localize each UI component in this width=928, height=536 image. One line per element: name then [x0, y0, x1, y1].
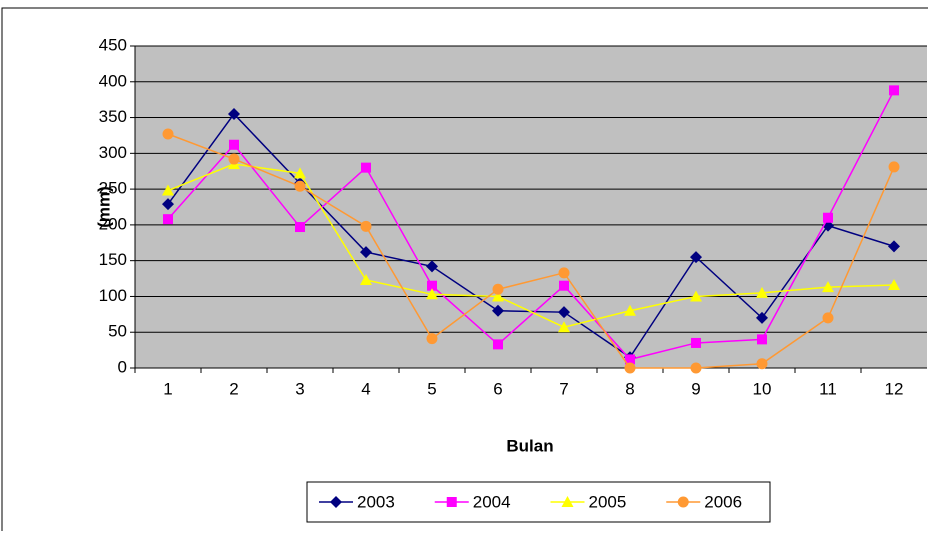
marker: [823, 212, 833, 223]
plot-area: [135, 46, 927, 368]
x-tick-label: 5: [427, 379, 436, 398]
y-tick-label: 450: [99, 35, 127, 54]
marker: [625, 354, 635, 365]
marker: [360, 246, 372, 259]
y-tick-label: 150: [99, 250, 127, 269]
marker: [330, 496, 342, 508]
marker: [426, 333, 438, 345]
marker: [427, 280, 437, 291]
marker: [163, 214, 173, 225]
marker: [691, 337, 701, 348]
x-tick-label: 10: [753, 379, 772, 398]
series-line: [167, 163, 895, 329]
marker: [426, 260, 438, 273]
marker: [558, 267, 570, 279]
marker: [690, 251, 702, 264]
marker: [558, 306, 570, 319]
x-tick-label: 4: [361, 379, 370, 398]
x-axis-label: Bulan: [506, 436, 553, 455]
marker: [888, 278, 900, 290]
legend-label: 2005: [589, 492, 627, 511]
x-tick-label: 9: [691, 379, 700, 398]
marker: [756, 311, 768, 324]
x-tick-label: 2: [229, 379, 238, 398]
series-line: [167, 90, 895, 361]
marker: [228, 107, 240, 120]
marker: [360, 220, 372, 232]
marker: [757, 334, 767, 345]
legend-label: 2006: [704, 492, 742, 511]
marker: [294, 180, 306, 192]
marker: [690, 290, 702, 302]
y-tick-label: 300: [99, 143, 127, 162]
marker: [360, 273, 372, 285]
y-tick-label: 50: [108, 322, 127, 341]
series-line: [167, 133, 895, 369]
marker: [492, 290, 504, 302]
marker: [294, 167, 306, 179]
marker: [228, 153, 240, 165]
marker: [756, 286, 768, 298]
marker: [492, 304, 504, 317]
marker: [822, 312, 834, 324]
y-tick-label: 250: [99, 179, 127, 198]
marker: [162, 198, 174, 211]
y-tick-label: 0: [118, 357, 127, 376]
marker: [492, 283, 504, 295]
x-tick-label: 1: [163, 379, 172, 398]
marker: [677, 496, 689, 508]
marker: [889, 85, 899, 96]
y-tick-label: 400: [99, 71, 127, 90]
marker: [426, 288, 438, 300]
marker: [229, 139, 239, 150]
x-tick-label: 8: [625, 379, 634, 398]
y-axis-label: (mm): [94, 186, 113, 228]
marker: [361, 162, 371, 173]
y-tick-label: 100: [99, 286, 127, 305]
marker: [493, 339, 503, 350]
legend-label: 2004: [473, 492, 511, 511]
marker: [756, 358, 768, 370]
marker: [558, 321, 570, 333]
marker: [559, 280, 569, 291]
marker: [624, 304, 636, 316]
marker: [690, 362, 702, 374]
x-tick-label: 12: [885, 379, 904, 398]
marker: [162, 184, 174, 196]
marker: [561, 496, 574, 507]
legend-label: 2003: [357, 492, 395, 511]
marker: [295, 222, 305, 233]
y-tick-label: 200: [99, 214, 127, 233]
marker: [624, 362, 636, 374]
marker: [446, 497, 457, 507]
marker: [888, 240, 900, 253]
x-tick-label: 11: [819, 379, 837, 398]
marker: [822, 281, 834, 293]
x-tick-label: 6: [493, 379, 502, 398]
x-tick-label: 7: [559, 379, 568, 398]
y-tick-label: 350: [99, 107, 127, 126]
x-tick-label: 3: [295, 379, 304, 398]
marker: [162, 128, 174, 140]
marker: [888, 161, 900, 173]
